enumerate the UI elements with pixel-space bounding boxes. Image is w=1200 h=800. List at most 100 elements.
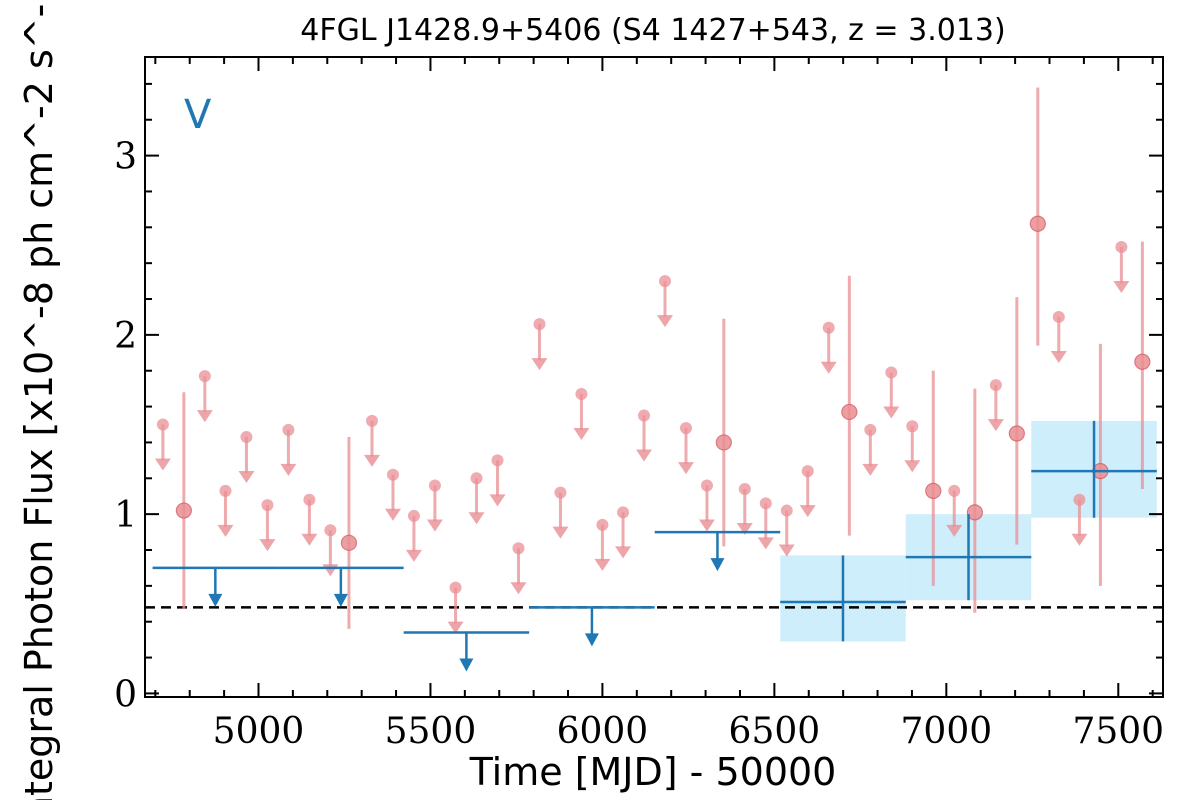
upper-limit-arrow-head — [573, 428, 590, 441]
upper-limit-marker — [759, 497, 772, 510]
upper-limit-marker — [365, 414, 378, 427]
detection-point — [925, 482, 942, 499]
upper-limit-marker — [512, 542, 525, 555]
upper-limit-arrow-head — [820, 361, 837, 374]
upper-limit-arrow-head — [615, 546, 632, 559]
upper-limit-arrow-head — [594, 558, 611, 571]
upper-limit-arrow-head — [778, 544, 795, 557]
upper-limit-arrow-head — [677, 462, 694, 475]
upper-limit-marker — [407, 509, 420, 522]
upper-limit-marker — [198, 370, 211, 383]
upper-limit-arrow-head — [736, 523, 753, 536]
binned-upper-limit-head — [459, 658, 474, 672]
upper-limit-arrow-head — [301, 533, 318, 546]
detection-point — [340, 534, 358, 551]
x-tick-label: 7000 — [901, 711, 993, 752]
upper-limit-arrow-head — [636, 449, 653, 462]
binned-upper-limit-head — [584, 633, 599, 647]
upper-limit-arrow-head — [510, 582, 527, 595]
upper-limit-arrow-head — [322, 564, 339, 577]
upper-limit-marker — [1052, 310, 1065, 323]
chart-title: 4FGL J1428.9+5406 (S4 1427+543, z = 3.01… — [300, 13, 1005, 48]
long-binned-series — [152, 420, 1157, 672]
upper-limit-marker — [240, 431, 253, 444]
x-axis-label: Time [MJD] - 50000 — [469, 750, 837, 794]
upper-limit-marker — [885, 366, 898, 379]
upper-limit-arrow-head — [862, 463, 879, 476]
upper-limit-arrow-head — [238, 471, 255, 484]
upper-limit-marker — [156, 418, 169, 431]
upper-limit-marker — [738, 483, 751, 496]
upper-limit-marker — [219, 484, 232, 497]
y-tick-label: 1 — [114, 495, 137, 536]
upper-limit-arrow-head — [363, 454, 380, 467]
detection-point — [175, 502, 192, 519]
upper-limit-marker — [822, 321, 835, 334]
upper-limit-marker — [428, 479, 441, 492]
detection-point — [1134, 353, 1151, 370]
y-axis-label: Integral Photon Flux [x10^-8 ph cm^-2 s^… — [17, 0, 61, 800]
upper-limit-arrow-head — [154, 458, 171, 471]
detection-point — [1029, 215, 1046, 232]
upper-limit-marker — [449, 581, 462, 594]
x-tick-label: 5000 — [213, 711, 305, 752]
upper-limit-arrow-head — [280, 463, 297, 476]
y-tick-label: 0 — [114, 674, 137, 715]
x-tick-label: 6000 — [557, 711, 649, 752]
x-tick-label: 7500 — [1072, 711, 1164, 752]
upper-limit-marker — [596, 518, 609, 531]
upper-limit-arrow-head — [384, 508, 401, 521]
y-tick-label: 3 — [114, 137, 137, 178]
upper-limit-arrow-head — [405, 549, 422, 562]
fine-binned-series — [154, 87, 1151, 634]
upper-limit-marker — [470, 472, 483, 485]
upper-limit-marker — [282, 423, 295, 436]
upper-limit-arrow-head — [1113, 281, 1130, 294]
upper-limit-arrow-head — [987, 419, 1004, 432]
y-tick-label: 2 — [114, 316, 137, 357]
detection-point — [1008, 425, 1025, 442]
axis-ticks — [145, 57, 1163, 697]
upper-limit-marker — [948, 484, 961, 497]
detection-point — [715, 434, 732, 451]
upper-limit-arrow-head — [447, 621, 464, 634]
upper-limit-arrow-head — [426, 519, 443, 532]
upper-limit-arrow-head — [531, 358, 548, 371]
upper-limit-arrow-head — [552, 526, 569, 539]
binned-upper-limit-head — [208, 593, 223, 607]
upper-limit-arrow-head — [1050, 350, 1067, 363]
upper-limit-arrow-head — [904, 460, 921, 473]
tick-labels: 5000 5500 6000 6500 7000 7500 0 1 2 3 — [114, 137, 1164, 752]
upper-limit-marker — [1115, 241, 1128, 254]
upper-limit-arrow-head — [1071, 533, 1088, 546]
x-tick-label: 6500 — [729, 711, 821, 752]
upper-limit-marker — [780, 504, 793, 517]
upper-limit-arrow-head — [946, 524, 963, 537]
upper-limit-arrow-head — [489, 494, 506, 507]
detection-point — [966, 504, 983, 521]
upper-limit-marker — [303, 493, 316, 506]
upper-limit-marker — [679, 422, 692, 435]
upper-limit-marker — [533, 318, 546, 331]
panel-label: V — [184, 92, 212, 138]
binned-upper-limit-head — [333, 593, 348, 607]
upper-limit-marker — [638, 409, 651, 422]
upper-limit-arrow-head — [799, 505, 816, 518]
upper-limit-arrow-head — [259, 539, 276, 552]
upper-limit-marker — [659, 275, 672, 288]
binned-upper-limit-head — [710, 558, 725, 572]
upper-limit-arrow-head — [468, 512, 485, 525]
upper-limit-marker — [989, 379, 1002, 392]
upper-limit-marker — [261, 499, 274, 512]
upper-limit-arrow-head — [757, 537, 774, 550]
upper-limit-marker — [864, 423, 877, 436]
upper-limit-arrow-head — [698, 519, 715, 532]
x-tick-label: 5500 — [385, 711, 477, 752]
upper-limit-marker — [801, 465, 814, 478]
upper-limit-arrow-head — [217, 524, 234, 537]
upper-limit-arrow-head — [657, 315, 674, 328]
upper-limit-marker — [617, 506, 630, 519]
upper-limit-marker — [575, 388, 588, 401]
plot-frame — [144, 56, 1164, 698]
